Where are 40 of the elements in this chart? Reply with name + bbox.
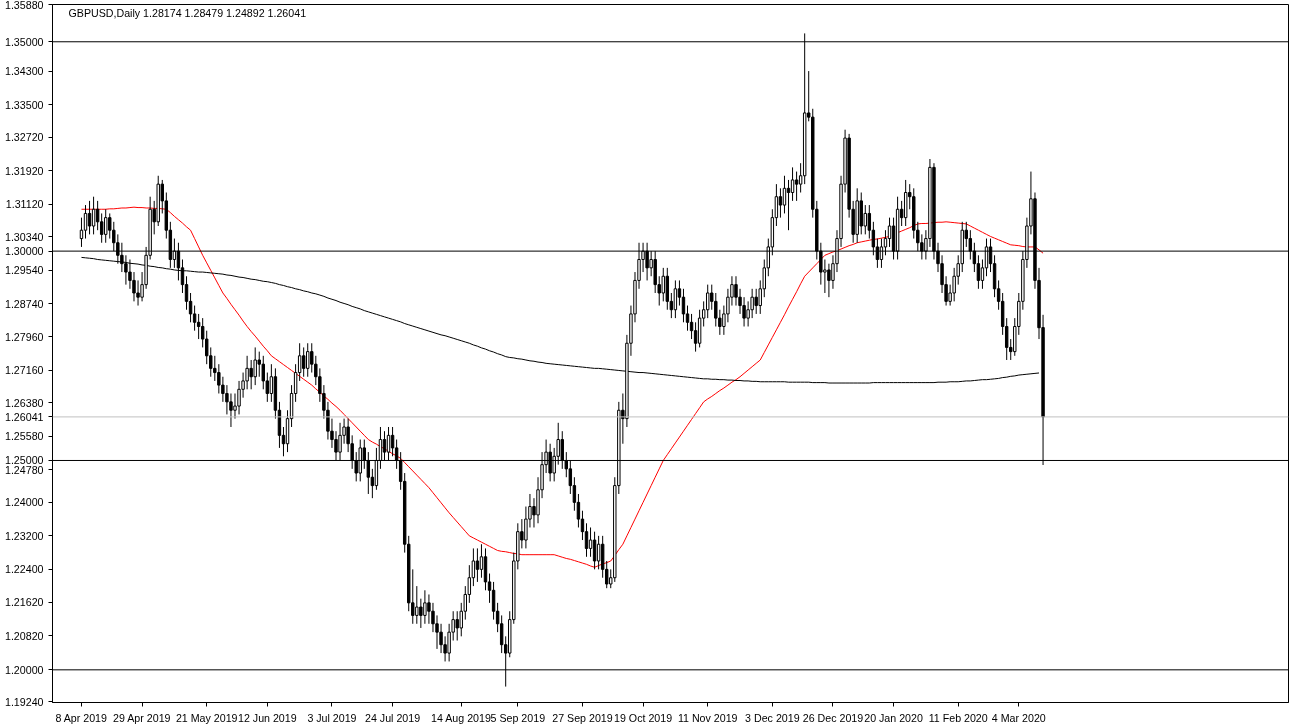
x-tick-label: 27 Sep 2019 (552, 711, 613, 724)
x-tick-label: 11 Nov 2019 (677, 711, 738, 724)
y-tick-label: 1.34300 (4, 65, 44, 78)
y-tick-label: 1.31120 (5, 198, 44, 211)
y-tick-label: 1.31920 (4, 164, 44, 177)
x-tick-label: 19 Oct 2019 (614, 711, 673, 724)
x-tick-label: 24 Jul 2019 (365, 711, 421, 724)
y-tick-label: 1.20820 (4, 629, 44, 642)
x-tick-label: 21 May 2019 (175, 711, 238, 724)
y-tick-label: 1.22400 (4, 563, 44, 576)
ref-line-label: 1.20000 (4, 663, 44, 676)
y-tick-label: 1.27160 (4, 364, 44, 377)
chart-title: GBPUSD,Daily 1.28174 1.28479 1.24892 1.26041 (68, 6, 307, 19)
x-tick-label: 5 Sep 2019 (490, 711, 546, 724)
x-tick-label: 20 Jan 2020 (864, 711, 923, 724)
ref-line-label: 1.26041 (4, 410, 44, 423)
x-tick-label: 14 Aug 2019 (431, 711, 491, 724)
y-tick-label: 1.33500 (4, 98, 44, 111)
y-tick-label: 1.30340 (4, 230, 44, 243)
x-tick-label: 29 Apr 2019 (113, 711, 171, 724)
ref-line-label: 1.30000 (4, 245, 44, 258)
x-tick-label: 11 Feb 2020 (928, 711, 988, 724)
y-tick-label: 1.25580 (4, 430, 44, 443)
x-tick-label: 26 Dec 2019 (802, 711, 864, 724)
y-tick-label: 1.28740 (4, 297, 44, 310)
y-tick-label: 1.24000 (4, 496, 44, 509)
y-tick-label: 1.19240 (4, 695, 44, 708)
y-tick-label: 1.23200 (4, 529, 44, 542)
x-tick-label: 3 Dec 2019 (745, 711, 800, 724)
x-tick-label: 12 Jun 2019 (237, 711, 297, 724)
y-tick-label: 1.21620 (4, 596, 44, 609)
x-tick-label: 3 Jul 2019 (307, 711, 357, 724)
y-tick-label: 1.29540 (4, 264, 44, 277)
y-tick-label: 1.35880 (4, 0, 44, 11)
y-tick-label: 1.27960 (4, 330, 44, 343)
ref-line-label: 1.35000 (4, 35, 44, 48)
y-tick-label: 1.32720 (4, 131, 44, 144)
y-tick-label: 1.26380 (4, 396, 44, 409)
x-tick-label: 8 Apr 2019 (55, 711, 108, 724)
x-tick-label: 4 Mar 2020 (991, 711, 1046, 724)
